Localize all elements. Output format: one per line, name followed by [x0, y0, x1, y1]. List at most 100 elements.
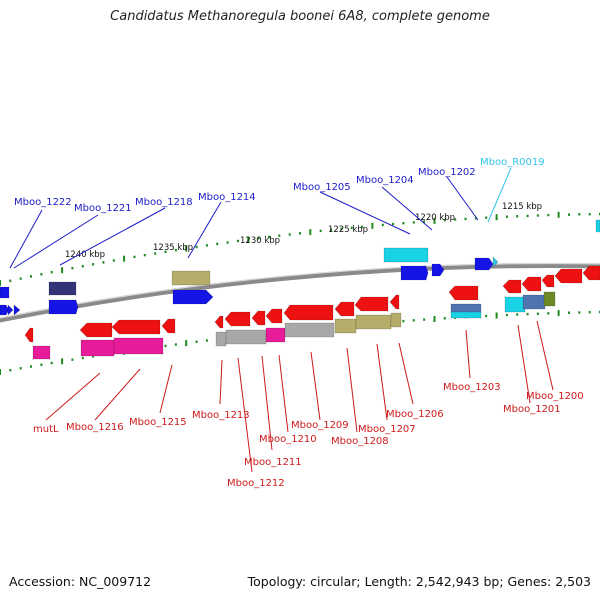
gene-box[interactable]	[215, 331, 227, 347]
gene-box[interactable]	[265, 327, 286, 343]
gene-arrow[interactable]	[502, 279, 522, 294]
gene-label[interactable]: Mboo_1218	[135, 197, 193, 208]
gene-label[interactable]: Mboo_1211	[244, 457, 302, 468]
minor-tick	[299, 232, 301, 235]
minor-tick	[381, 223, 384, 227]
gene-arrow[interactable]	[541, 274, 555, 288]
minor-tick	[516, 215, 519, 218]
major-tick	[247, 236, 250, 243]
gene-arrow[interactable]	[265, 308, 283, 324]
gene-box[interactable]	[355, 314, 392, 330]
gene-arrow[interactable]	[48, 299, 79, 315]
gene-box[interactable]	[390, 312, 402, 328]
minor-tick	[536, 214, 539, 217]
gene-label[interactable]: Mboo_1207	[358, 424, 416, 435]
gene-arrow[interactable]	[334, 301, 355, 317]
gene-arrow[interactable]	[224, 311, 251, 327]
minor-tick	[330, 228, 332, 231]
minor-tick	[361, 225, 364, 228]
gene-arrow[interactable]	[24, 327, 34, 343]
gene-arrow[interactable]	[111, 319, 161, 335]
gene-arrow[interactable]	[283, 304, 334, 321]
gene-arrow[interactable]	[448, 285, 479, 301]
gene-label[interactable]: Mboo_1201	[503, 404, 561, 415]
gene-arrow[interactable]	[582, 265, 600, 281]
gene-label[interactable]: Mboo_1221	[74, 203, 132, 214]
gene-box[interactable]	[113, 337, 164, 355]
gene-box[interactable]	[80, 339, 115, 357]
gene-box[interactable]	[48, 281, 77, 296]
rna-leader-lines	[487, 167, 512, 223]
gene-box[interactable]	[543, 291, 556, 307]
gene-arrow[interactable]	[251, 310, 266, 326]
gene-label[interactable]: Mboo_1213	[192, 410, 250, 421]
gene-arrow[interactable]	[354, 296, 389, 312]
gene-arrow[interactable]	[492, 256, 499, 268]
gene-arrow[interactable]	[554, 268, 583, 284]
major-tick	[185, 340, 188, 347]
gene-box[interactable]	[334, 318, 357, 334]
gene-label[interactable]: Mboo_1206	[386, 409, 444, 420]
minor-tick	[536, 312, 539, 315]
forward-strand-genes	[0, 219, 600, 316]
gene-box[interactable]	[171, 270, 211, 286]
gene-arrow[interactable]	[0, 286, 10, 299]
scale-labels: 1240 kbp 1235 kbp 1230 kbp 1225 kbp 1220…	[65, 202, 542, 260]
gene-arrow[interactable]	[13, 304, 21, 316]
gene-label[interactable]: Mboo_1222	[14, 197, 72, 208]
minor-tick	[443, 218, 446, 222]
minor-tick	[454, 218, 457, 221]
gene-label[interactable]: Mboo_R0019	[480, 157, 545, 168]
minor-tick	[174, 343, 177, 346]
gene-label[interactable]: Mboo_1209	[291, 420, 349, 431]
minor-tick	[340, 227, 343, 230]
major-tick	[309, 229, 312, 236]
gene-label[interactable]: Mboo_1216	[66, 422, 124, 433]
gene-arrow[interactable]	[161, 318, 176, 334]
major-tick	[433, 217, 436, 224]
gene-box[interactable]	[225, 329, 267, 345]
gene-label[interactable]: Mboo_1200	[526, 391, 584, 402]
gene-arrow[interactable]	[214, 315, 224, 329]
gene-arrow[interactable]	[474, 257, 494, 271]
accession-text: Accession: NC_009712	[9, 574, 152, 589]
gene-box[interactable]	[522, 294, 546, 310]
gene-label[interactable]: Mboo_1204	[356, 175, 414, 186]
gene-box[interactable]	[450, 303, 482, 314]
gene-label[interactable]: Mboo_1205	[293, 182, 351, 193]
gene-label[interactable]: Mboo_1203	[443, 382, 501, 393]
gene-arrow[interactable]	[389, 294, 400, 310]
minor-tick	[257, 237, 260, 240]
gene-label[interactable]: mutL	[33, 424, 59, 435]
minor-tick	[133, 255, 136, 259]
gene-arrow[interactable]	[400, 265, 429, 281]
gene-box[interactable]	[32, 345, 51, 360]
gene-label[interactable]: Mboo_1214	[198, 192, 256, 203]
gene-label[interactable]: Mboo_1215	[129, 417, 187, 428]
gene-label[interactable]: Mboo_1208	[331, 436, 389, 447]
scale-label: 1240 kbp	[65, 250, 105, 260]
gene-box[interactable]	[450, 311, 482, 319]
gene-arrow[interactable]	[79, 322, 113, 338]
scale-label: 1220 kbp	[415, 213, 455, 223]
gene-box[interactable]	[504, 296, 526, 313]
gene-arrow[interactable]	[0, 304, 10, 316]
minor-tick	[9, 279, 12, 282]
gene-label[interactable]: Mboo_1210	[259, 434, 317, 445]
gene-box[interactable]	[383, 247, 429, 263]
gene-arrow[interactable]	[431, 263, 445, 277]
minor-tick	[568, 311, 570, 314]
minor-tick	[19, 277, 22, 280]
minor-tick	[164, 344, 167, 348]
gene-box[interactable]	[284, 322, 335, 338]
gene-arrow[interactable]	[172, 289, 214, 305]
gene-arrow[interactable]	[521, 276, 542, 292]
minor-tick	[216, 242, 219, 246]
minor-tick	[402, 319, 405, 323]
gene-label[interactable]: Mboo_1202	[418, 167, 476, 178]
minor-tick	[588, 311, 591, 314]
gene-label[interactable]: Mboo_1212	[227, 478, 285, 489]
gene-arrow[interactable]	[7, 304, 14, 316]
gene-arrow[interactable]	[595, 219, 600, 233]
